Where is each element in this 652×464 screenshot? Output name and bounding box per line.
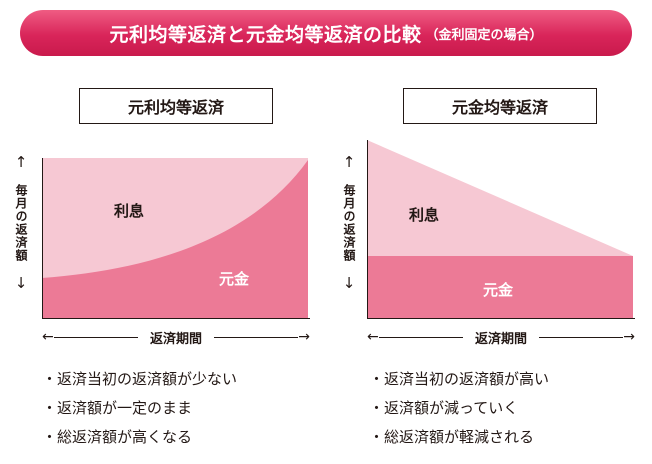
right-panel-label: 元金均等返済: [403, 88, 597, 124]
list-item: ・返済当初の返済額が少ない: [42, 370, 238, 388]
list-item: ・返済額が一定のまま: [42, 399, 193, 417]
left-x-axis-text: 返済期間: [137, 327, 215, 347]
right-interest-area: [367, 140, 633, 256]
right-principal-label: 元金: [483, 281, 514, 299]
right-bullet-list: ・返済当初の返済額が高い ・返済額が減っていく ・総返済額が軽減される: [369, 368, 549, 455]
list-item: ・総返済額が軽減される: [369, 428, 535, 446]
arrow-up-icon: ↑: [342, 153, 356, 171]
right-x-axis-text: 返済期間: [462, 327, 540, 347]
left-interest-label: 利息: [114, 202, 144, 220]
right-y-axis-text: 毎月の返済額: [342, 184, 356, 262]
arrow-down-icon: ↓: [342, 274, 356, 292]
arrow-down-icon: ↓: [14, 274, 28, 292]
left-x-axis-label: ← 返済期間 →: [42, 327, 310, 347]
arrow-left-icon: ←: [367, 329, 379, 345]
list-item: ・総返済額が高くなる: [42, 428, 193, 446]
arrow-right-icon: →: [623, 329, 635, 345]
right-principal-area: [367, 256, 633, 318]
left-principal-label: 元金: [219, 270, 250, 288]
title-sub: （金利固定の場合）: [425, 27, 543, 43]
arrow-right-icon: →: [298, 329, 310, 345]
right-y-axis-label: ↑ 毎月の返済額 ↓: [339, 155, 359, 291]
left-diagram: 利息 元金: [42, 158, 310, 319]
left-bullet-list: ・返済当初の返済額が少ない ・返済額が一定のまま ・総返済額が高くなる: [42, 368, 237, 455]
left-panel-label: 元利均等返済: [79, 88, 273, 124]
left-x-axis-arrow-line: 返済期間: [53, 327, 299, 347]
right-diagram: 利息 元金: [367, 140, 635, 319]
left-y-axis-label: ↑ 毎月の返済額 ↓: [11, 155, 31, 291]
title-main: 元利均等返済と元金均等返済の比較: [109, 23, 422, 46]
arrow-up-icon: ↑: [14, 153, 28, 171]
right-x-axis-arrow-line: 返済期間: [378, 327, 624, 347]
right-interest-label: 利息: [409, 206, 439, 224]
title-banner: 元利均等返済と元金均等返済の比較 （金利固定の場合）: [20, 10, 632, 56]
right-x-axis-label: ← 返済期間 →: [367, 327, 635, 347]
list-item: ・返済額が減っていく: [369, 399, 519, 417]
list-item: ・返済当初の返済額が高い: [369, 370, 550, 388]
left-principal-area: [42, 160, 308, 318]
left-y-axis-text: 毎月の返済額: [14, 184, 28, 262]
arrow-left-icon: ←: [42, 329, 54, 345]
